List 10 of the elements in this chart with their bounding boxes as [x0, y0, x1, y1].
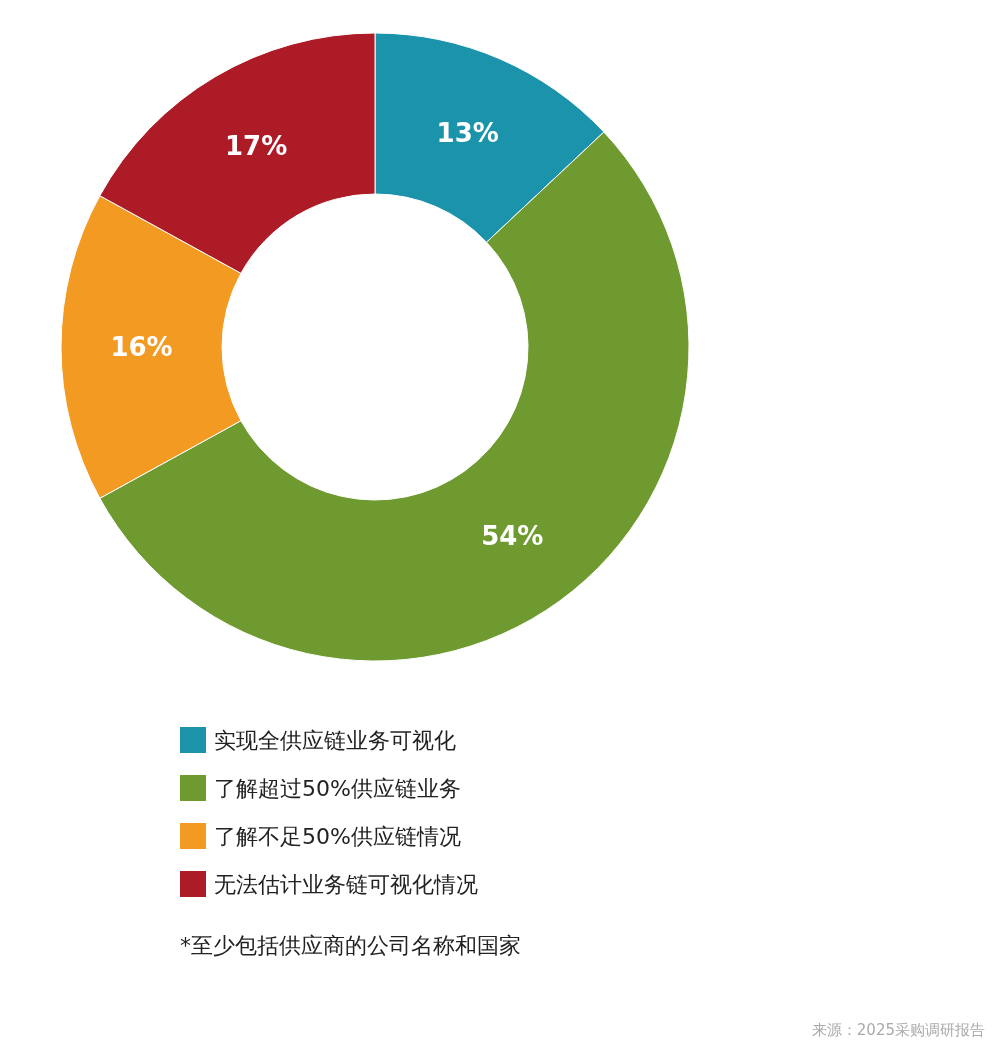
text: *至少包括供应商的公司名称和国家: [180, 932, 521, 958]
legend-label: 了解超过50%供应链业务: [214, 775, 461, 801]
legend-label: 实现全供应链业务可视化: [214, 727, 456, 753]
legend-label: 了解不足50%供应链情况: [214, 823, 461, 849]
data-label: 54%: [481, 520, 544, 551]
data-label: 13%: [436, 117, 499, 148]
legend-label: 无法估计业务链可视化情况: [214, 871, 478, 897]
data-label: 16%: [110, 332, 173, 362]
data-label: 17%: [225, 131, 288, 162]
source-note: 来源：2025采购调研报告: [811, 1021, 985, 1039]
